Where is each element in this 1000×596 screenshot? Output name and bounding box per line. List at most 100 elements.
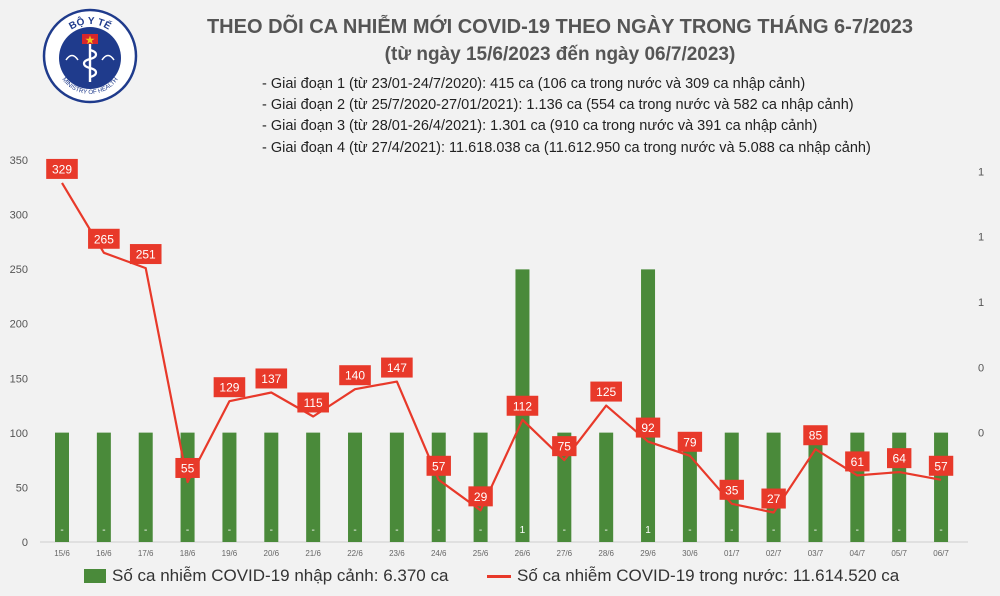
line-data-label-box <box>552 436 577 457</box>
line-data-label-box <box>719 479 744 500</box>
line-data-label-box <box>845 451 870 472</box>
bar-data-label: - <box>772 525 775 536</box>
left-axis-tick-label: 350 <box>10 155 28 167</box>
bar-data-label: - <box>102 525 105 536</box>
right-axis-tick-label: 1 <box>978 166 984 178</box>
line-data-label: 265 <box>94 232 114 246</box>
line-data-label-box <box>928 455 954 476</box>
bar-imported-cases <box>264 432 279 542</box>
bar-imported-cases <box>96 432 111 542</box>
chart-title: THEO DÕI CA NHIỄM MỚI COVID-19 THEO NGÀY… <box>206 16 914 38</box>
stage-item: - Giai đoạn 1 (từ 23/01-24/7/2020): 415 … <box>262 76 806 92</box>
bar-data-label: - <box>939 525 942 536</box>
bar-data-label: - <box>898 525 901 536</box>
line-data-label: 35 <box>725 483 739 497</box>
line-data-label-box <box>635 417 661 438</box>
line-data-label-box <box>297 392 329 413</box>
legend-bar-swatch <box>84 569 106 583</box>
bar-data-label: - <box>311 525 314 536</box>
line-data-label: 79 <box>683 435 697 449</box>
line-data-label-box <box>46 158 78 179</box>
bar-data-label: - <box>688 525 691 536</box>
x-axis-tick-label: 15/6 <box>54 549 70 558</box>
line-data-label: 251 <box>136 248 156 262</box>
bar-data-label: - <box>563 525 566 536</box>
line-data-label: 75 <box>558 440 572 454</box>
x-axis-tick-label: 04/7 <box>850 549 866 558</box>
line-data-label-box <box>590 381 622 402</box>
bar-data-label: - <box>730 525 733 536</box>
x-axis-tick-label: 28/6 <box>598 549 614 558</box>
logo-top-text: BỘ Y TẾ <box>67 14 114 32</box>
bar-imported-cases <box>766 432 781 542</box>
bar-data-label: - <box>437 525 440 536</box>
chart-subtitle: (từ ngày 15/6/2023 đến ngày 06/7/2023) <box>384 44 736 65</box>
line-data-label-box <box>339 365 371 386</box>
x-axis-tick-label: 19/6 <box>222 549 238 558</box>
line-data-label: 147 <box>387 361 407 375</box>
left-axis-tick-label: 250 <box>10 264 28 276</box>
x-axis-tick-label: 16/6 <box>96 549 112 558</box>
bar-imported-cases <box>557 432 572 542</box>
line-data-label: 57 <box>934 459 948 473</box>
bar-imported-cases <box>55 432 69 542</box>
line-data-label-box <box>129 244 162 265</box>
left-axis-tick-label: 200 <box>10 319 28 331</box>
bar-imported-cases <box>138 432 153 542</box>
left-axis-tick-label: 150 <box>10 373 28 385</box>
line-data-label-box <box>803 425 828 446</box>
x-axis-tick-label: 27/6 <box>557 549 573 558</box>
line-data-label-box <box>506 395 539 416</box>
bar-data-label: - <box>228 525 231 536</box>
line-data-label-box <box>175 457 200 478</box>
x-axis-tick-label: 03/7 <box>808 549 824 558</box>
line-data-label-box <box>426 455 451 476</box>
stage-item: - Giai đoạn 2 (từ 25/7/2020-27/01/2021):… <box>262 97 854 114</box>
line-data-label: 55 <box>181 461 195 475</box>
x-axis-tick-label: 29/6 <box>640 549 656 558</box>
line-data-label: 112 <box>513 399 532 413</box>
x-axis-tick-label: 23/6 <box>389 549 405 558</box>
x-axis-tick-label: 01/7 <box>724 549 740 558</box>
bar-imported-cases <box>306 432 321 542</box>
bar-data-label: - <box>479 525 482 536</box>
left-axis-tick-label: 300 <box>10 210 28 222</box>
bar-data-label: 1 <box>645 525 651 536</box>
stage-summary-list: - Giai đoạn 1 (từ 23/01-24/7/2020): 415 … <box>262 74 871 159</box>
x-axis-tick-label: 06/7 <box>933 549 949 558</box>
line-data-label: 61 <box>851 455 865 469</box>
line-data-label-box <box>677 431 703 452</box>
stage-item: - Giai đoạn 3 (từ 28/01-26/4/2021): 1.30… <box>262 118 818 135</box>
bar-data-label: 1 <box>520 525 526 536</box>
line-data-label: 64 <box>893 452 907 466</box>
bar-imported-cases <box>222 432 237 542</box>
bar-data-label: - <box>395 525 398 536</box>
line-data-label: 27 <box>767 492 781 506</box>
legend-bar-label: Số ca nhiễm COVID-19 nhập cảnh: 6.370 ca <box>112 566 449 585</box>
line-data-label: 92 <box>641 421 655 435</box>
x-axis-tick-label: 25/6 <box>473 549 489 558</box>
line-data-label: 125 <box>596 385 616 399</box>
bar-imported-cases <box>389 432 404 542</box>
x-axis-tick-label: 20/6 <box>264 549 280 558</box>
line-data-label-box <box>468 486 493 507</box>
bar-data-label: - <box>144 525 147 536</box>
legend-line-swatch <box>487 574 511 578</box>
right-axis-tick-label: 1 <box>978 297 984 309</box>
legend-bar-item: Số ca nhiễm COVID-19 nhập cảnh: 6.370 ca <box>84 566 448 586</box>
bar-data-label: - <box>186 525 189 536</box>
x-axis-tick-label: 05/7 <box>891 549 907 558</box>
bar-data-label: - <box>814 525 817 536</box>
x-axis-tick-label: 30/6 <box>682 549 698 558</box>
line-data-label: 129 <box>219 381 239 395</box>
line-data-label-box <box>381 357 413 378</box>
line-data-label-box <box>213 377 246 398</box>
line-data-label-box <box>88 228 120 249</box>
legend-line-item: Số ca nhiễm COVID-19 trong nước: 11.614.… <box>487 566 899 586</box>
right-axis-tick-label: 1 <box>978 232 984 244</box>
line-data-label-box <box>761 488 786 509</box>
line-data-label: 140 <box>345 369 365 383</box>
bar-data-label: - <box>60 525 63 536</box>
line-data-label: 57 <box>432 459 446 473</box>
combo-chart: 0 50 100 150 200 250 300 350 0 0 1 1 1 - - - - - - - - - - - 1 - -… <box>10 155 984 558</box>
